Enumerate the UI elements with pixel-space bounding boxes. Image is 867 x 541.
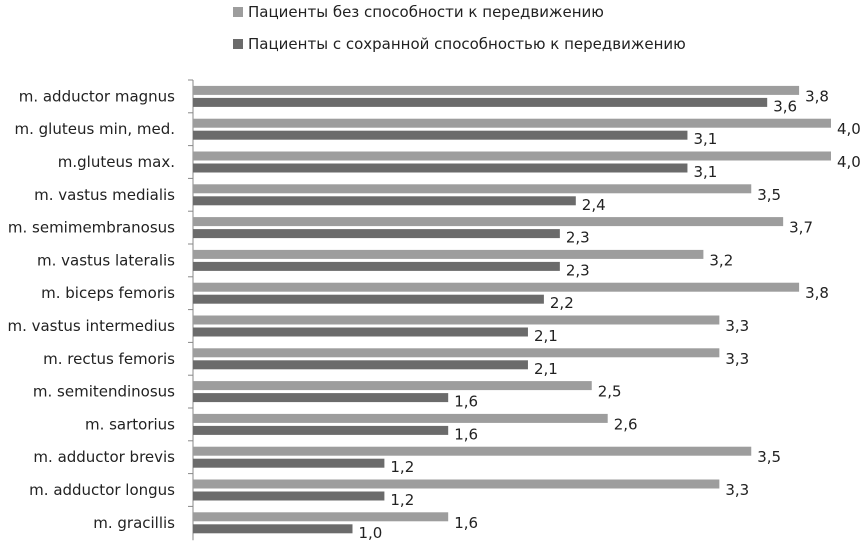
value-label-series-1: 3,2 xyxy=(709,251,733,269)
category-label: m. vastus intermedius xyxy=(7,317,175,335)
bar-series-1 xyxy=(193,282,800,292)
bar-series-2 xyxy=(193,130,688,140)
bar-series-1 xyxy=(193,381,592,391)
bar-series-1 xyxy=(193,512,449,522)
value-label-series-1: 2,5 xyxy=(598,383,622,401)
bar-series-2 xyxy=(193,360,528,370)
value-label-series-1: 3,5 xyxy=(757,448,781,466)
value-label-series-1: 4,0 xyxy=(837,120,861,138)
value-label-series-1: 3,8 xyxy=(805,284,829,302)
bar-series-1 xyxy=(193,348,720,358)
bar-series-1 xyxy=(193,151,831,161)
value-label-series-2: 3,6 xyxy=(773,97,797,115)
bar-series-2 xyxy=(193,261,560,271)
category-label: m. gluteus min, med. xyxy=(15,120,176,138)
category-label: m. semimembranosus xyxy=(8,219,175,237)
value-label-series-2: 1,6 xyxy=(454,393,478,411)
value-label-series-1: 4,0 xyxy=(837,153,861,171)
value-label-series-1: 3,3 xyxy=(725,481,749,499)
bar-series-2 xyxy=(193,524,353,534)
legend-swatch-2 xyxy=(233,39,243,49)
bar-series-2 xyxy=(193,229,560,239)
value-label-series-2: 1,0 xyxy=(359,524,383,541)
category-label: m. adductor brevis xyxy=(33,448,175,466)
value-label-series-2: 1,6 xyxy=(454,425,478,443)
category-label: m. rectus femoris xyxy=(43,350,175,368)
category-label: m. adductor longus xyxy=(29,481,175,499)
legend-swatch-1 xyxy=(233,7,243,17)
category-label: m. semitendinosus xyxy=(33,383,175,401)
bar-series-2 xyxy=(193,327,528,337)
bar-series-2 xyxy=(193,458,385,468)
legend-label-2: Пациенты с сохранной способностью к пере… xyxy=(248,35,686,53)
value-label-series-1: 3,8 xyxy=(805,87,829,105)
value-label-series-1: 1,6 xyxy=(454,514,478,532)
category-label: m. sartorius xyxy=(85,415,175,433)
bar-series-2 xyxy=(193,294,544,304)
bar-series-2 xyxy=(193,163,688,173)
bar-series-1 xyxy=(193,249,704,259)
value-label-series-1: 3,3 xyxy=(725,317,749,335)
category-label: m. gracillis xyxy=(93,514,175,532)
bar-series-2 xyxy=(193,97,768,107)
bar-series-1 xyxy=(193,118,831,128)
value-label-series-2: 3,1 xyxy=(693,163,717,181)
value-label-series-2: 1,2 xyxy=(390,491,414,509)
bar-series-1 xyxy=(193,479,720,489)
value-label-series-2: 2,4 xyxy=(582,196,606,214)
bar-series-1 xyxy=(193,85,800,95)
bar-series-1 xyxy=(193,184,752,194)
value-label-series-1: 2,6 xyxy=(614,415,638,433)
category-label: m. vastus lateralis xyxy=(37,251,175,269)
category-label: m.gluteus max. xyxy=(58,153,175,171)
value-label-series-1: 3,3 xyxy=(725,350,749,368)
value-label-series-2: 3,1 xyxy=(693,130,717,148)
value-label-series-2: 2,3 xyxy=(566,261,590,279)
value-label-series-1: 3,5 xyxy=(757,186,781,204)
value-label-series-2: 2,3 xyxy=(566,229,590,247)
bar-series-2 xyxy=(193,425,449,435)
value-label-series-2: 2,2 xyxy=(550,294,574,312)
bar-series-2 xyxy=(193,196,576,206)
category-label: m. biceps femoris xyxy=(41,284,175,302)
bar-series-1 xyxy=(193,413,608,423)
bar-series-1 xyxy=(193,315,720,325)
bar-series-2 xyxy=(193,491,385,501)
category-label: m. vastus medialis xyxy=(34,186,175,204)
bar-series-1 xyxy=(193,217,784,227)
value-label-series-2: 1,2 xyxy=(390,458,414,476)
category-label: m. adductor magnus xyxy=(19,87,175,105)
bar-series-1 xyxy=(193,446,752,456)
value-label-series-1: 3,7 xyxy=(789,219,813,237)
value-label-series-2: 2,1 xyxy=(534,327,558,345)
bar-series-2 xyxy=(193,393,449,403)
value-label-series-2: 2,1 xyxy=(534,360,558,378)
legend-label-1: Пациенты без способности к передвижению xyxy=(248,3,604,21)
